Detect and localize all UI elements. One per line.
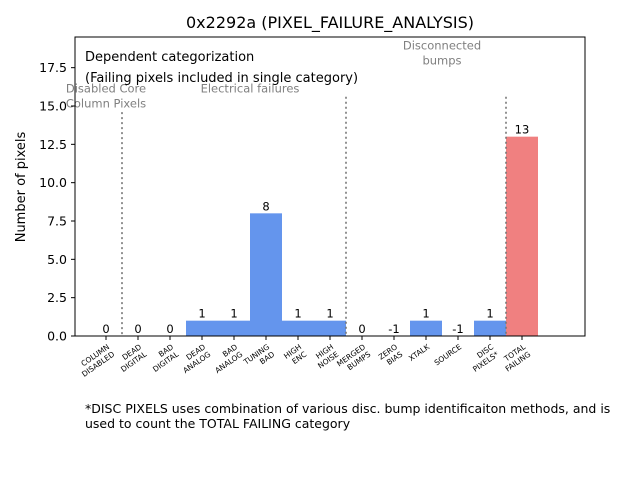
- x-tick-label-9: ZEROBIAS: [377, 342, 405, 369]
- value-label-2: 0: [166, 322, 173, 336]
- bar-3: [186, 320, 218, 336]
- y-tick-label-6: 15.0: [39, 99, 67, 114]
- x-tick-label-3: DEADANALOG: [176, 342, 212, 375]
- value-label-6: 1: [294, 307, 301, 321]
- x-tick-label-12: DISCPIXELS*: [466, 342, 501, 374]
- value-label-0: 0: [102, 322, 109, 336]
- x-tick-label-7: HIGHNOISE: [311, 342, 341, 370]
- value-label-4: 1: [230, 307, 237, 321]
- x-tick-label-0: COLUMNDISABLED: [75, 342, 117, 379]
- footnote: *DISC PIXELS uses combination of various…: [85, 401, 615, 431]
- value-label-10: 1: [422, 307, 429, 321]
- bar-6: [282, 320, 314, 336]
- annotation-1: (Failing pixels included in single categ…: [85, 71, 358, 86]
- bar-4: [218, 320, 250, 336]
- y-tick-label-7: 17.5: [39, 60, 67, 75]
- value-label-9: -1: [388, 322, 399, 336]
- y-tick-label-3: 7.5: [47, 214, 67, 229]
- bar-7: [314, 320, 346, 336]
- value-label-5: 8: [262, 199, 269, 213]
- x-tick-label-11: SOURCE: [433, 342, 464, 367]
- annotation-0: Dependent categorization: [85, 50, 254, 65]
- y-tick-label-5: 12.5: [39, 137, 67, 152]
- bar-5: [250, 213, 282, 336]
- value-label-12: 1: [486, 307, 493, 321]
- value-label-13: 13: [515, 123, 530, 137]
- y-axis-label: Number of pixels: [14, 131, 29, 242]
- x-tick-label-2: BADDIGITAL: [146, 342, 181, 374]
- x-tick-label-6: HIGHENC: [282, 342, 308, 368]
- bar-12: [474, 320, 506, 336]
- value-label-8: 0: [358, 322, 365, 336]
- x-tick-label-4: BADANALOG: [208, 342, 244, 375]
- x-tick-label-13: TOTALFAILING: [498, 342, 533, 374]
- y-tick-label-1: 2.5: [47, 290, 67, 305]
- y-tick-label-2: 5.0: [47, 252, 67, 267]
- y-tick-label-0: 0.0: [47, 329, 67, 344]
- value-label-1: 0: [134, 322, 141, 336]
- y-tick-label-4: 10.0: [39, 175, 67, 190]
- group-label-1: Electrical failures: [201, 81, 300, 95]
- x-tick-label-8: MERGEDBUMPS: [335, 342, 372, 376]
- value-label-11: -1: [452, 322, 463, 336]
- bar-10: [410, 320, 442, 336]
- value-label-7: 1: [326, 307, 333, 321]
- x-tick-label-10: XTALK: [407, 342, 432, 363]
- group-label-0: Disabled Core Column Pixels: [66, 81, 146, 110]
- value-label-3: 1: [198, 307, 205, 321]
- x-tick-label-1: DEADDIGITAL: [114, 342, 149, 374]
- chart-title: 0x2292a (PIXEL_FAILURE_ANALYSIS): [186, 13, 474, 33]
- x-tick-label-5: TUNINGBAD: [241, 342, 276, 374]
- group-label-2: Disconnected bumps: [403, 38, 481, 67]
- bar-13: [506, 136, 538, 336]
